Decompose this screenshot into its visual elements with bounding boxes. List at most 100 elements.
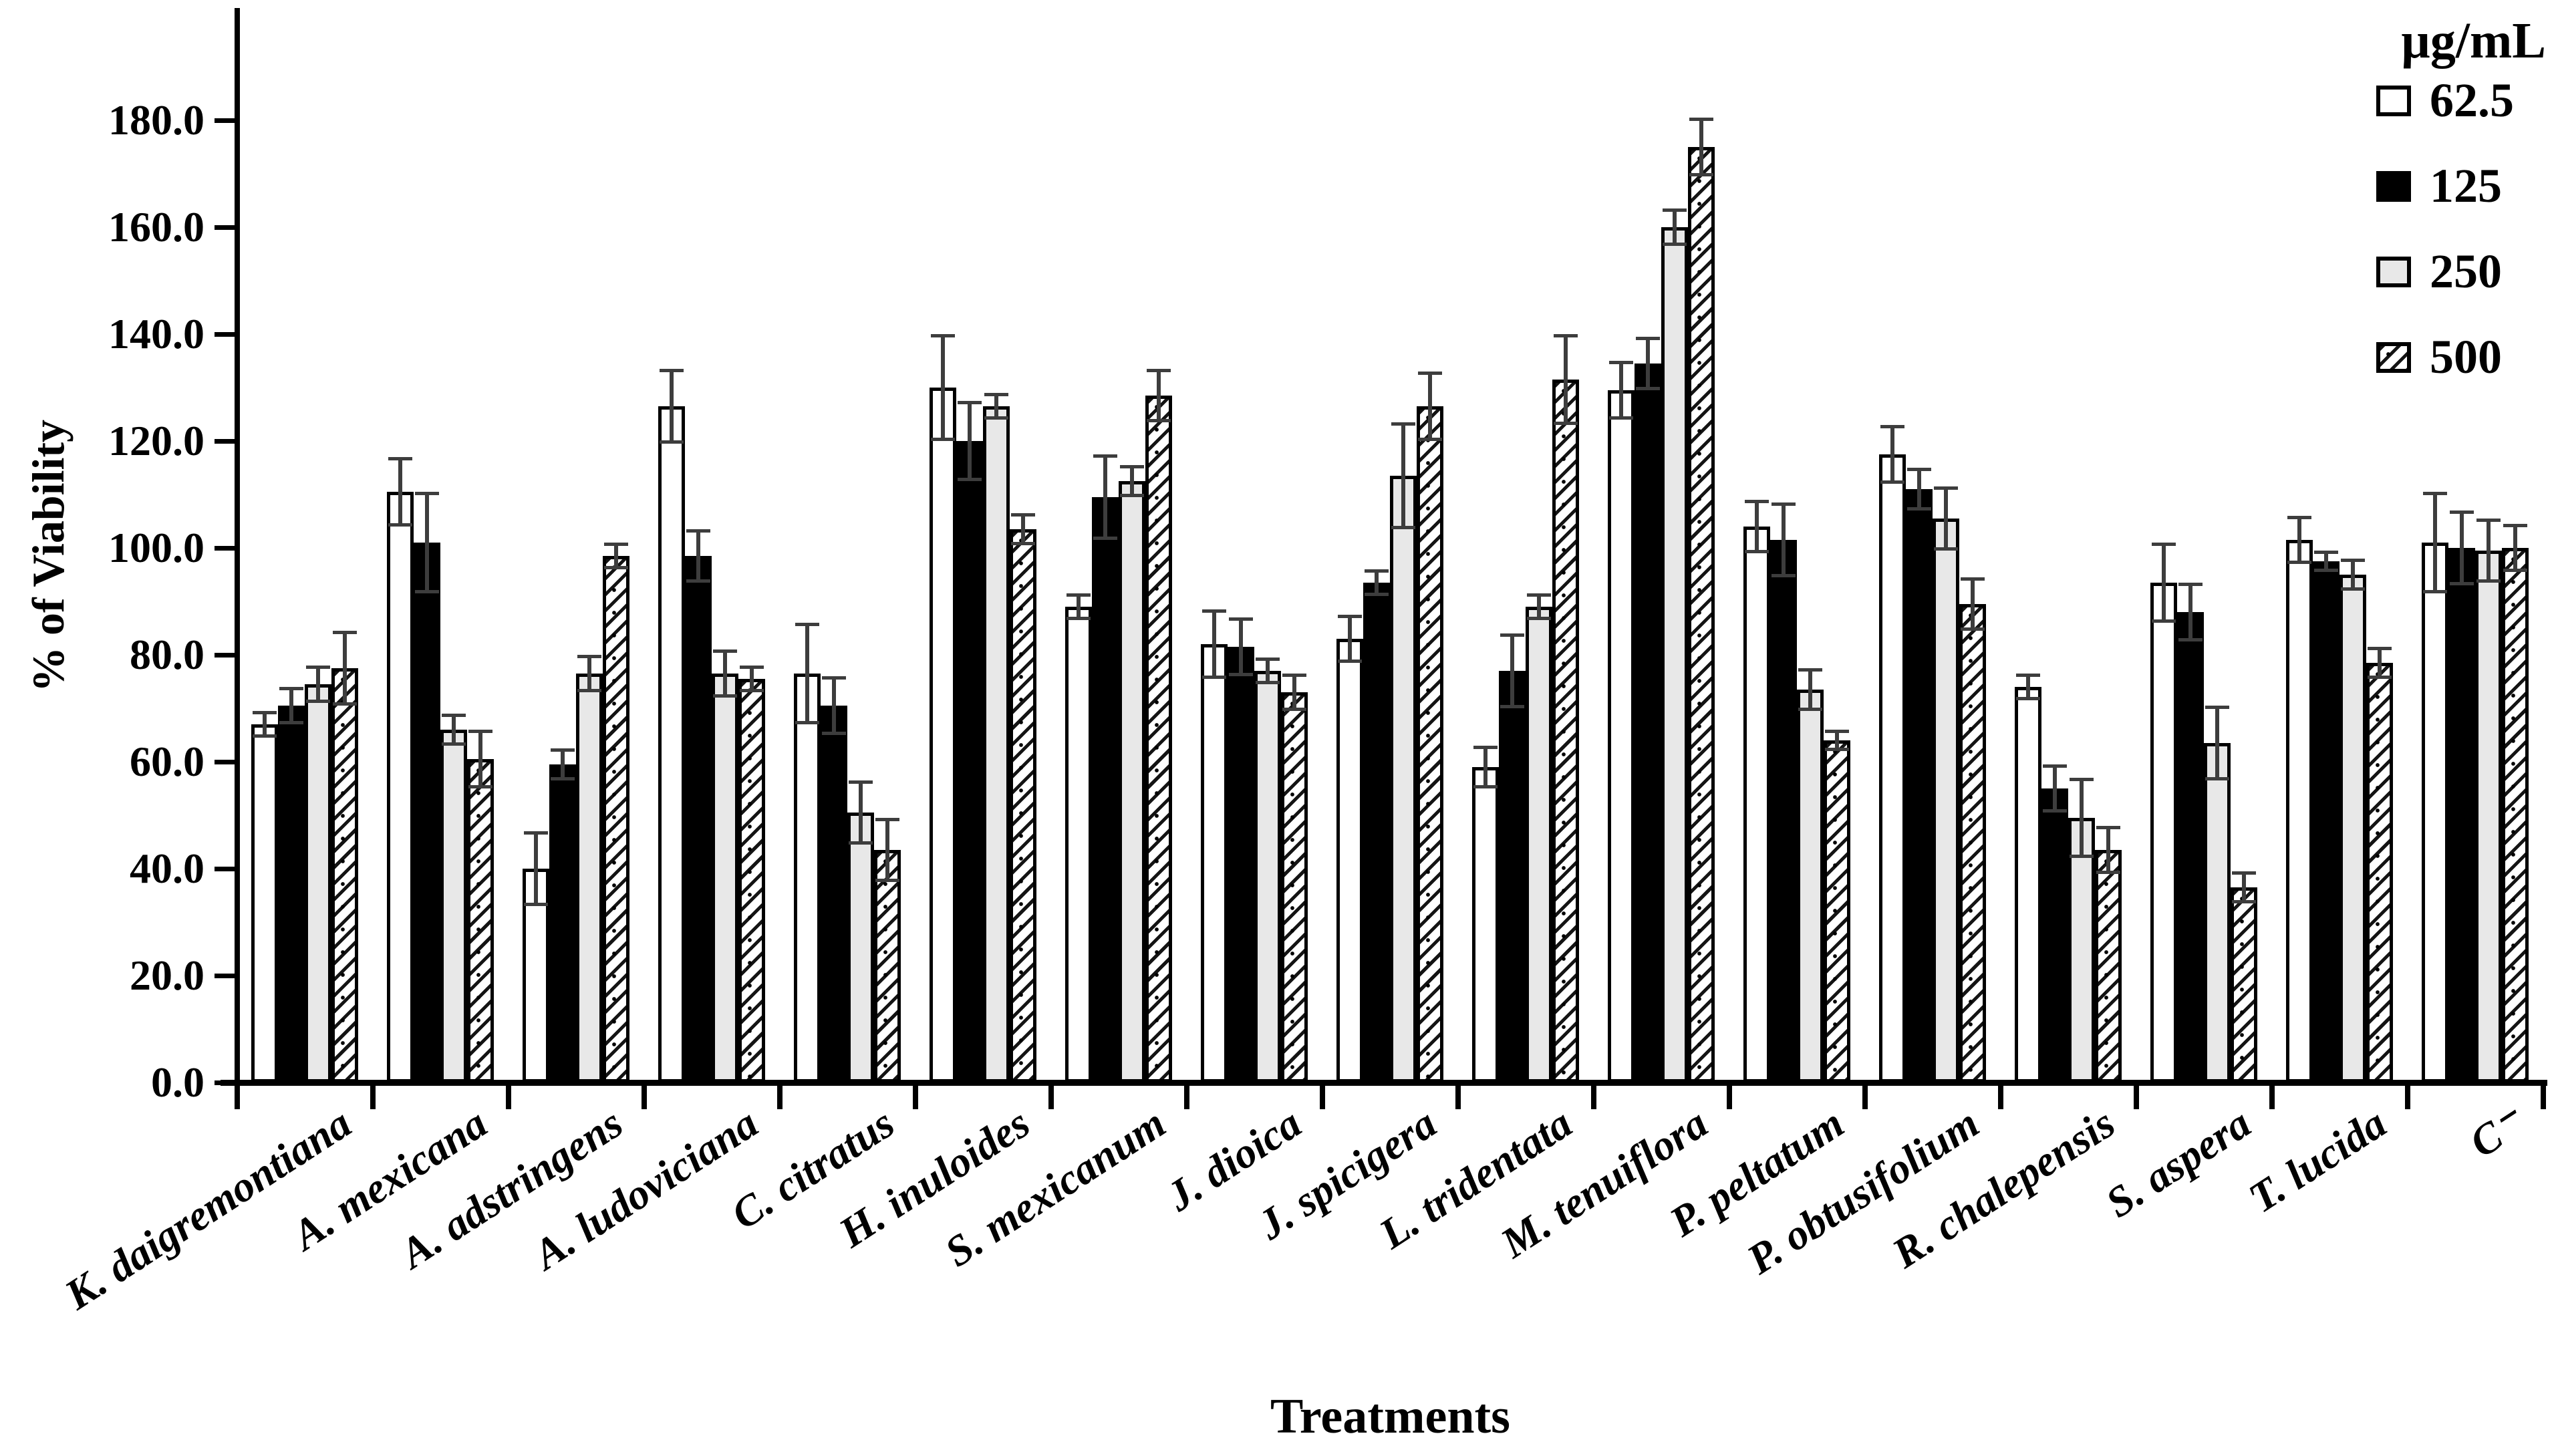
bar-group-s-aspera — [2136, 0, 2272, 1082]
error-bar-line — [1673, 212, 1677, 243]
error-bar-line — [832, 680, 836, 732]
bar-62.5 — [1608, 390, 1635, 1082]
bar-125 — [685, 556, 712, 1082]
bar-250 — [2068, 818, 2095, 1082]
error-bar-line — [1348, 618, 1352, 660]
y-tick-label: 80.0 — [130, 631, 204, 678]
y-tick-label: 60.0 — [130, 738, 204, 785]
bar-250 — [1797, 690, 1824, 1082]
error-bar — [1825, 730, 1849, 751]
error-bar-line — [1619, 364, 1623, 416]
error-bar-line — [1890, 428, 1894, 480]
bar-125 — [1635, 363, 1661, 1082]
bar-62.5 — [2422, 543, 2448, 1082]
error-bar-line — [696, 533, 700, 579]
bar-250 — [2204, 743, 2231, 1082]
y-tick-label: 20.0 — [130, 952, 204, 999]
bar-125 — [2177, 612, 2204, 1082]
x-tick — [642, 1085, 647, 1109]
error-bar — [1338, 615, 1362, 663]
bar-250 — [305, 684, 331, 1082]
x-tick — [1591, 1085, 1596, 1109]
error-bar-line — [941, 337, 945, 438]
bar-62.5 — [930, 388, 956, 1082]
y-tick — [215, 653, 237, 658]
y-tick-label: 100.0 — [108, 524, 204, 571]
bar-125 — [1363, 583, 1390, 1082]
x-tick — [1048, 1085, 1054, 1109]
error-bar-line — [1699, 121, 1703, 173]
error-bar-line — [805, 626, 809, 721]
bar-group-j-spicigera — [1322, 0, 1458, 1082]
error-bar — [2368, 647, 2392, 679]
error-bar — [1256, 658, 1280, 684]
x-tick — [1320, 1085, 1325, 1109]
error-bar — [875, 818, 899, 882]
error-bar — [388, 457, 412, 527]
error-bar — [1093, 454, 1117, 540]
error-bar-line — [2433, 495, 2437, 590]
error-bar — [740, 666, 764, 692]
error-bar-line — [452, 717, 456, 742]
bar-125 — [2041, 788, 2068, 1082]
error-bar — [2450, 511, 2474, 585]
bar-group-j-dioica — [1187, 0, 1322, 1082]
bar-500 — [603, 556, 629, 1082]
bar-group-t-lucida — [2272, 0, 2408, 1082]
error-bar — [1934, 486, 1958, 551]
bar-125 — [1906, 489, 1933, 1082]
error-bar-line — [994, 396, 998, 416]
x-category-label: S. aspera — [2097, 1099, 2259, 1227]
y-tick — [215, 439, 237, 444]
error-bar — [1609, 361, 1633, 420]
error-bar — [1527, 593, 1551, 620]
bar-500 — [331, 668, 358, 1082]
error-bar — [2043, 764, 2067, 813]
bar-500 — [1145, 396, 1172, 1082]
bar-500 — [2095, 850, 2122, 1082]
y-tick — [215, 867, 237, 871]
error-bar — [2314, 551, 2338, 572]
bar-250 — [1526, 607, 1552, 1082]
error-bar — [1147, 369, 1171, 422]
y-tick — [215, 546, 237, 551]
error-bar-line — [1944, 490, 1948, 547]
error-bar — [306, 666, 330, 703]
error-bar-line — [2324, 554, 2328, 569]
error-bar-line — [1266, 661, 1270, 681]
bar-125 — [2313, 561, 2340, 1082]
x-tick — [1455, 1085, 1461, 1109]
error-bar — [1011, 513, 1035, 545]
bar-500 — [1552, 380, 1579, 1082]
bar-group-k-daigremontiana — [237, 0, 373, 1082]
x-category-label: C⁻ — [2461, 1099, 2530, 1167]
error-bar-line — [2188, 586, 2192, 638]
error-bar — [1554, 334, 1578, 425]
bar-group-p-peltatum — [1729, 0, 1865, 1082]
bar-500 — [1688, 147, 1715, 1082]
error-bar — [1663, 208, 1687, 246]
error-bar — [2070, 778, 2094, 858]
bar-250 — [712, 674, 738, 1082]
bar-62.5 — [1065, 607, 1092, 1082]
error-bar-line — [1157, 372, 1161, 419]
x-category-label: T. lucida — [2240, 1099, 2394, 1222]
error-bar — [2178, 583, 2203, 641]
bar-250 — [440, 730, 467, 1082]
error-bar — [1418, 372, 1442, 441]
bar-500 — [2231, 887, 2257, 1082]
error-bar — [1229, 617, 1253, 676]
error-bar-line — [1375, 573, 1379, 593]
bar-group-m-tenuiflora — [1594, 0, 1729, 1082]
error-bar — [2096, 826, 2120, 874]
error-bar-line — [478, 733, 482, 785]
y-tick-label: 180.0 — [108, 96, 204, 144]
bar-125 — [278, 706, 305, 1082]
error-bar — [1907, 468, 1931, 511]
bar-125 — [2448, 548, 2475, 1082]
y-tick-label: 0.0 — [151, 1058, 204, 1106]
error-bar — [1798, 668, 1822, 711]
y-tick — [215, 225, 237, 230]
bar-62.5 — [2286, 540, 2313, 1082]
bar-62.5 — [1879, 454, 1906, 1082]
